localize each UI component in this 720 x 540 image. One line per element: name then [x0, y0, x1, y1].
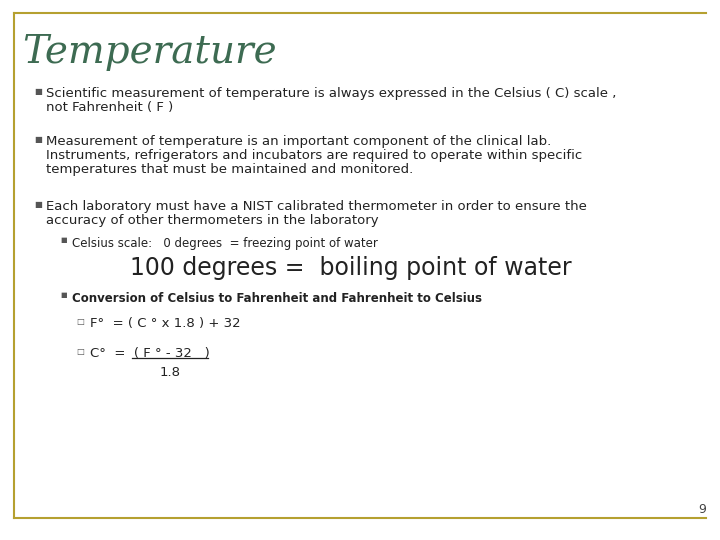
Text: Measurement of temperature is an important component of the clinical lab.: Measurement of temperature is an importa… [46, 135, 552, 148]
Text: Scientific measurement of temperature is always expressed in the Celsius ( C) sc: Scientific measurement of temperature is… [46, 87, 616, 100]
Text: not Fahrenheit ( F ): not Fahrenheit ( F ) [46, 101, 174, 114]
Text: 9: 9 [698, 503, 706, 516]
Text: F°  = ( C ° x 1.8 ) + 32: F° = ( C ° x 1.8 ) + 32 [90, 317, 240, 330]
Text: Celsius scale:   0 degrees  = freezing point of water: Celsius scale: 0 degrees = freezing poin… [72, 237, 378, 250]
Text: ■: ■ [34, 200, 42, 209]
Text: Instruments, refrigerators and incubators are required to operate within specifi: Instruments, refrigerators and incubator… [46, 149, 582, 162]
Text: □: □ [76, 317, 84, 326]
Text: temperatures that must be maintained and monitored.: temperatures that must be maintained and… [46, 163, 413, 176]
Text: 1.8: 1.8 [160, 366, 181, 379]
Text: ■: ■ [60, 292, 67, 298]
Text: Temperature: Temperature [22, 34, 276, 71]
Text: Conversion of Celsius to Fahrenheit and Fahrenheit to Celsius: Conversion of Celsius to Fahrenheit and … [72, 292, 482, 305]
Text: C°  =  ( F ° - 32   ): C° = ( F ° - 32 ) [90, 347, 210, 360]
Text: accuracy of other thermometers in the laboratory: accuracy of other thermometers in the la… [46, 214, 379, 227]
Text: ■: ■ [34, 135, 42, 144]
Text: ■: ■ [60, 237, 67, 243]
Text: □: □ [76, 347, 84, 356]
Text: 100 degrees =  boiling point of water: 100 degrees = boiling point of water [130, 256, 572, 280]
Text: Each laboratory must have a NIST calibrated thermometer in order to ensure the: Each laboratory must have a NIST calibra… [46, 200, 587, 213]
Text: ■: ■ [34, 87, 42, 96]
